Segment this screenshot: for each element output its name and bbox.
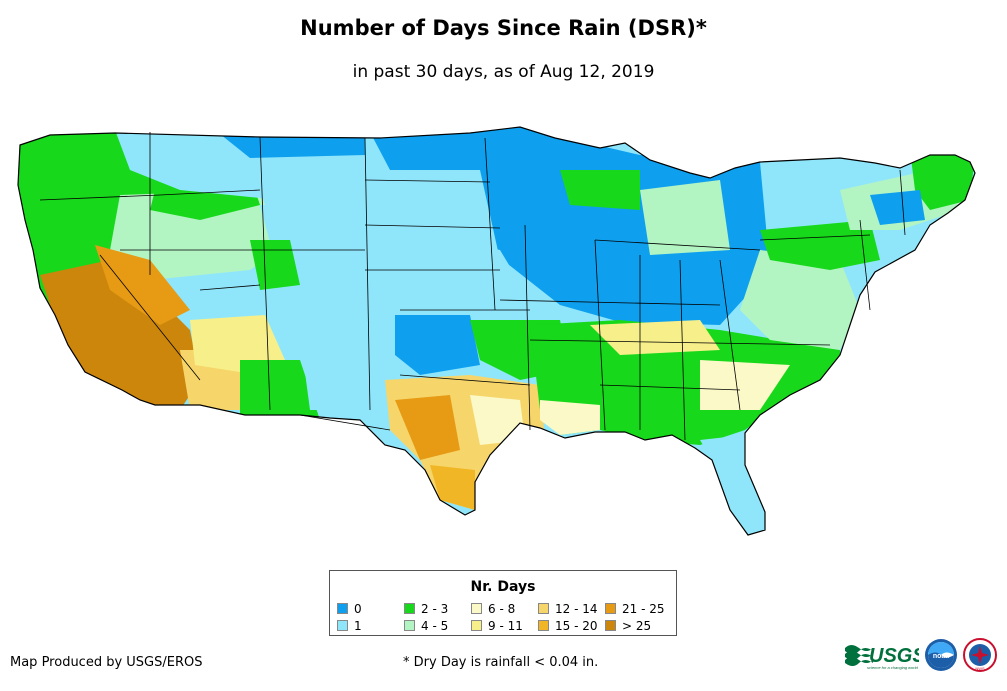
region-new-mexico-cyan bbox=[300, 335, 370, 410]
region-florida-cyan bbox=[700, 435, 765, 535]
legend-item: 0 bbox=[337, 603, 362, 615]
region-nevada-orange bbox=[95, 245, 190, 325]
region-az-nm-green bbox=[240, 360, 320, 420]
legend-item: 9 - 11 bbox=[471, 620, 523, 632]
legend-swatch-2 bbox=[404, 603, 415, 614]
usgs-logo: USGS science for a changing world bbox=[845, 645, 919, 670]
legend-swatch-1 bbox=[337, 620, 348, 631]
legend-swatch-5 bbox=[471, 620, 482, 631]
legend-label: 21 - 25 bbox=[622, 602, 665, 616]
legend-label: 9 - 11 bbox=[488, 619, 523, 633]
noaa-logo-text: noaa bbox=[933, 653, 949, 660]
region-vermont-blue bbox=[870, 190, 925, 225]
region-great-basin-light bbox=[110, 190, 280, 280]
map-title: Number of Days Since Rain (DSR)* bbox=[300, 16, 707, 40]
region-tennessee-yellow bbox=[590, 320, 720, 355]
region-maine-green bbox=[910, 150, 975, 210]
legend-swatch-3 bbox=[404, 620, 415, 631]
region-west-texas-orange bbox=[395, 395, 460, 460]
legend-label: 6 - 8 bbox=[488, 602, 516, 616]
usgs-logo-text: USGS bbox=[869, 645, 919, 667]
legend-swatch-8 bbox=[605, 603, 616, 614]
legend-swatch-6 bbox=[538, 603, 549, 614]
legend: Nr. Days 0 1 2 - 3 4 - 5 6 - 8 9 - 11 12… bbox=[329, 570, 677, 636]
region-upper-midwest-blue bbox=[370, 127, 770, 325]
region-wisconsin-green bbox=[560, 170, 640, 210]
legend-item: 12 - 14 bbox=[538, 603, 598, 615]
legend-swatch-9 bbox=[605, 620, 616, 631]
legend-title: Nr. Days bbox=[470, 579, 536, 595]
legend-label: 0 bbox=[354, 602, 362, 616]
legend-item: 4 - 5 bbox=[404, 620, 448, 632]
region-georgia-pale bbox=[700, 360, 790, 410]
legend-item: 6 - 8 bbox=[471, 603, 515, 615]
legend-item: 21 - 25 bbox=[605, 603, 665, 615]
legend-swatch-4 bbox=[471, 603, 482, 614]
region-kansas-cyan bbox=[370, 225, 530, 310]
state-boundaries bbox=[39, 132, 906, 441]
region-mid-atlantic-light bbox=[740, 250, 860, 350]
legend-swatch-0 bbox=[337, 603, 348, 614]
region-panhandle-blue bbox=[395, 315, 480, 375]
region-colorado-cyan bbox=[260, 205, 400, 315]
map-subtitle: in past 30 days, as of Aug 12, 2019 bbox=[352, 62, 655, 82]
legend-label: 1 bbox=[354, 619, 362, 633]
legend-label: 2 - 3 bbox=[421, 602, 449, 616]
region-pa-ny-green bbox=[760, 220, 880, 270]
region-utah-az-yellow bbox=[190, 315, 285, 372]
legend-label: 12 - 14 bbox=[555, 602, 598, 616]
legend-swatch-7 bbox=[538, 620, 549, 631]
credit-text: Map Produced by USGS/EROS bbox=[10, 655, 203, 670]
dsr-shading bbox=[18, 127, 975, 535]
legend-label: 4 - 5 bbox=[421, 619, 449, 633]
legend-label: > 25 bbox=[622, 619, 652, 633]
nws-logo: NWS bbox=[963, 638, 997, 672]
region-michigan-light bbox=[640, 180, 730, 255]
legend-item: 15 - 20 bbox=[538, 620, 598, 632]
nws-logo-text: NWS bbox=[975, 666, 985, 671]
legend-item: 2 - 3 bbox=[404, 603, 448, 615]
legend-label: 15 - 20 bbox=[555, 619, 598, 633]
dsr-map bbox=[17, 126, 976, 536]
usgs-tagline: science for a changing world bbox=[867, 665, 918, 670]
region-california-dry bbox=[40, 260, 200, 410]
legend-item: > 25 bbox=[605, 620, 651, 632]
region-utah-green bbox=[250, 240, 300, 290]
region-south-texas-orange bbox=[430, 465, 475, 510]
legend-item: 1 bbox=[337, 620, 362, 632]
footnote-text: * Dry Day is rainfall < 0.04 in. bbox=[403, 655, 599, 670]
region-louisiana-pale bbox=[540, 400, 600, 435]
noaa-logo: noaa bbox=[925, 639, 957, 671]
